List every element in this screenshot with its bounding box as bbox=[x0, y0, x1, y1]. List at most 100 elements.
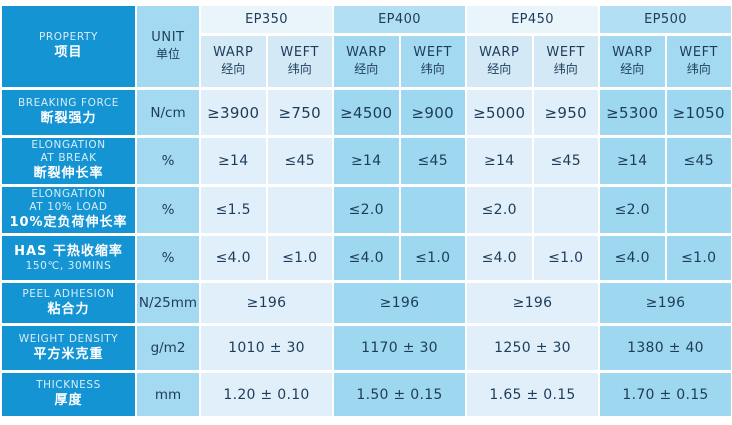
weft-label-en: WEFT bbox=[280, 45, 320, 61]
unit-cell: mm bbox=[137, 373, 199, 416]
value: 1.65 ± 0.15 bbox=[489, 386, 576, 403]
warp-label-zh: 经向 bbox=[487, 62, 512, 77]
property-cell-peel-adhesion: PEEL ADHESION 粘合力 bbox=[2, 283, 135, 323]
unit-value: N/25mm bbox=[138, 295, 198, 311]
warp-label-zh: 经向 bbox=[620, 62, 645, 77]
unit-cell: N/25mm bbox=[137, 283, 199, 323]
weft-header-ep450: WEFT 纬向 bbox=[533, 36, 598, 87]
value: 1010 ± 30 bbox=[228, 340, 305, 356]
property-cell-weight-density: WEIGHT DENSITY 平方米克重 bbox=[2, 326, 135, 370]
value-cell: ≤45 bbox=[666, 138, 731, 184]
value-cell-empty bbox=[400, 187, 465, 233]
value-cell: ≤4.0 bbox=[467, 236, 532, 280]
property-zh: HAS 干热收缩率 bbox=[14, 243, 123, 259]
property-en: BREAKING FORCE bbox=[17, 97, 120, 110]
value: ≥5300 bbox=[606, 103, 659, 122]
weft-label-zh: 纬向 bbox=[287, 62, 312, 77]
value-cell: ≤4.0 bbox=[201, 236, 266, 280]
property-en: WEIGHT DENSITY bbox=[18, 332, 119, 345]
value: ≤1.0 bbox=[282, 250, 318, 266]
value-cell-merged: ≥196 bbox=[467, 283, 598, 323]
grade-header-ep500: EP500 bbox=[600, 6, 731, 33]
property-zh: 断裂伸长率 bbox=[33, 166, 104, 182]
value: ≤2.0 bbox=[348, 202, 384, 218]
value-cell-merged: 1380 ± 40 bbox=[600, 326, 731, 370]
property-zh: 厚度 bbox=[54, 393, 83, 409]
unit-cell: % bbox=[137, 138, 199, 184]
value: ≤4.0 bbox=[348, 250, 384, 266]
spec-table: PROPERTY 项目 UNIT 单位 EP350 EP400 EP450 EP… bbox=[2, 6, 731, 416]
unit-cell: % bbox=[137, 236, 199, 280]
value: ≥14 bbox=[218, 153, 249, 169]
value-cell: ≥4500 bbox=[334, 90, 399, 135]
grade-label: EP400 bbox=[378, 12, 421, 27]
value-cell-merged: 1010 ± 30 bbox=[201, 326, 332, 370]
warp-label-zh: 经向 bbox=[221, 62, 246, 77]
value: ≥196 bbox=[512, 295, 553, 311]
value: ≤1.0 bbox=[681, 250, 717, 266]
value-cell: ≤2.0 bbox=[600, 187, 665, 233]
value: 1380 ± 40 bbox=[627, 340, 704, 356]
value: ≤2.0 bbox=[481, 202, 517, 218]
value-cell-merged: 1170 ± 30 bbox=[334, 326, 465, 370]
value-cell: ≥5000 bbox=[467, 90, 532, 135]
value: ≤1.0 bbox=[415, 250, 451, 266]
warp-header-ep400: WARP 经向 bbox=[334, 36, 399, 87]
weft-label-zh: 纬向 bbox=[553, 62, 578, 77]
warp-header-ep350: WARP 经向 bbox=[201, 36, 266, 87]
value-cell-merged: 1.50 ± 0.15 bbox=[334, 373, 465, 416]
value: ≤45 bbox=[550, 153, 581, 169]
value-cell: ≥750 bbox=[267, 90, 332, 135]
weft-label-en: WEFT bbox=[413, 45, 453, 61]
weft-label-en: WEFT bbox=[679, 45, 719, 61]
value-cell: ≥900 bbox=[400, 90, 465, 135]
value-cell: ≤1.0 bbox=[267, 236, 332, 280]
property-en: ELONGATION AT BREAK bbox=[31, 139, 106, 165]
value-cell-empty bbox=[267, 187, 332, 233]
unit-value: % bbox=[161, 202, 175, 218]
value-cell-merged: 1250 ± 30 bbox=[467, 326, 598, 370]
value: 1170 ± 30 bbox=[361, 340, 438, 356]
value-cell-empty bbox=[666, 187, 731, 233]
property-en: 150℃, 30MINS bbox=[25, 260, 112, 273]
property-header-zh: 项目 bbox=[54, 45, 83, 61]
value: 1.70 ± 0.15 bbox=[622, 386, 709, 403]
value-cell: ≤45 bbox=[533, 138, 598, 184]
value: ≥196 bbox=[645, 295, 686, 311]
value: 1.20 ± 0.10 bbox=[223, 386, 310, 403]
property-zh: 粘合力 bbox=[47, 301, 90, 317]
value: ≥14 bbox=[617, 153, 648, 169]
warp-label-en: WARP bbox=[213, 45, 254, 61]
property-zh: 断裂强力 bbox=[40, 111, 97, 127]
value: ≥14 bbox=[484, 153, 515, 169]
value: 1250 ± 30 bbox=[494, 340, 571, 356]
value: ≥1050 bbox=[672, 103, 725, 122]
value: ≥4500 bbox=[340, 103, 393, 122]
weft-label-zh: 纬向 bbox=[686, 62, 711, 77]
unit-header-cell: UNIT 单位 bbox=[137, 6, 199, 87]
warp-header-ep450: WARP 经向 bbox=[467, 36, 532, 87]
grade-header-ep350: EP350 bbox=[201, 6, 332, 33]
unit-header-en: UNIT bbox=[151, 30, 185, 46]
value-cell-merged: 1.65 ± 0.15 bbox=[467, 373, 598, 416]
weft-header-ep400: WEFT 纬向 bbox=[400, 36, 465, 87]
value-cell-merged: ≥196 bbox=[334, 283, 465, 323]
value-cell: ≥1050 bbox=[666, 90, 731, 135]
grade-header-ep450: EP450 bbox=[467, 6, 598, 33]
property-cell-elongation-10-load: ELONGATION AT 10% LOAD 10%定负荷伸长率 bbox=[2, 187, 135, 233]
unit-cell: g/m2 bbox=[137, 326, 199, 370]
value: ≤1.0 bbox=[548, 250, 584, 266]
value: ≤4.0 bbox=[481, 250, 517, 266]
value: ≤45 bbox=[284, 153, 315, 169]
value-cell-empty bbox=[533, 187, 598, 233]
property-en: PEEL ADHESION bbox=[22, 287, 115, 300]
value-cell: ≤45 bbox=[267, 138, 332, 184]
value-cell: ≤1.5 bbox=[201, 187, 266, 233]
value: 1.50 ± 0.15 bbox=[356, 386, 443, 403]
value-cell-merged: 1.20 ± 0.10 bbox=[201, 373, 332, 416]
property-header-en: PROPERTY bbox=[38, 31, 99, 44]
value-cell: ≥5300 bbox=[600, 90, 665, 135]
property-en: THICKNESS bbox=[36, 379, 101, 392]
value-cell: ≤1.0 bbox=[666, 236, 731, 280]
